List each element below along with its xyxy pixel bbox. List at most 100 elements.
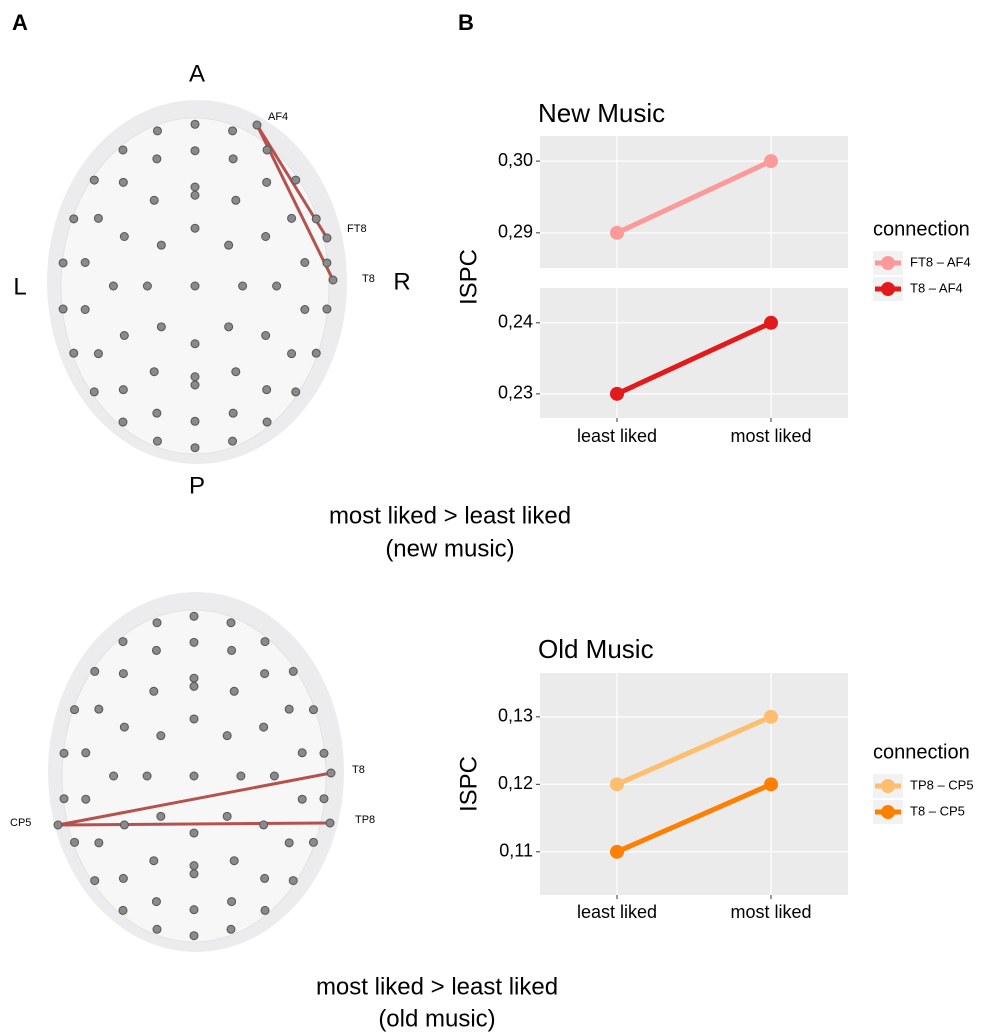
electrode <box>292 388 300 396</box>
electrode <box>228 898 236 906</box>
electrode <box>59 259 67 267</box>
electrode <box>91 877 99 885</box>
y-tick-label: 0,13 <box>498 706 533 726</box>
electrode <box>262 332 270 340</box>
electrode <box>237 772 245 780</box>
electrode-label: AF4 <box>268 111 288 123</box>
electrode <box>239 282 247 290</box>
electrode <box>223 732 231 740</box>
electrode <box>285 839 293 847</box>
legend-label: TP8 – CP5 <box>910 777 974 792</box>
electrode <box>301 259 309 267</box>
electrode <box>191 224 199 232</box>
electrode <box>81 305 89 313</box>
electrode <box>157 241 165 249</box>
caption: (new music) <box>385 535 514 562</box>
y-tick-label: 0,23 <box>498 383 533 403</box>
electrode <box>191 381 199 389</box>
electrode <box>54 821 62 829</box>
connection-line <box>58 823 330 825</box>
electrode <box>327 769 335 777</box>
electrode <box>288 214 296 222</box>
caption: most liked > least liked <box>316 973 558 1000</box>
data-point <box>764 777 778 791</box>
electrode <box>261 670 269 678</box>
electrode <box>253 121 261 129</box>
electrode <box>190 772 198 780</box>
electrode <box>262 233 270 241</box>
electrode <box>263 418 271 426</box>
legend-key-point <box>881 779 895 793</box>
legend-key-point <box>881 256 895 270</box>
electrode <box>191 444 199 452</box>
electrode <box>190 870 198 878</box>
y-axis-label: ISPC <box>455 756 482 812</box>
electrode <box>119 670 127 678</box>
x-tick-label: least liked <box>577 902 657 922</box>
panel-background <box>540 136 848 268</box>
legend-key-point <box>881 282 895 296</box>
electrode <box>323 305 331 313</box>
electrode <box>71 706 79 714</box>
electrode <box>298 749 306 757</box>
electrode <box>263 178 271 186</box>
electrode <box>263 386 271 394</box>
electrode <box>150 368 158 376</box>
electrode <box>227 619 235 627</box>
legend-title: connection <box>873 218 970 240</box>
electrode <box>153 155 161 163</box>
electrode <box>81 259 89 267</box>
electrode <box>153 409 161 417</box>
electrode <box>191 120 199 128</box>
electrode <box>232 368 240 376</box>
data-point <box>764 316 778 330</box>
electrode <box>82 749 90 757</box>
orientation-label: L <box>13 273 26 300</box>
electrode <box>157 732 165 740</box>
electrode <box>191 373 199 381</box>
electrode <box>119 638 127 646</box>
electrode <box>191 147 199 155</box>
electrode <box>191 282 199 290</box>
electrode <box>152 646 160 654</box>
electrode <box>229 437 237 445</box>
electrode <box>94 214 102 222</box>
electrode <box>119 178 127 186</box>
electrode <box>263 146 271 154</box>
electrode <box>109 282 117 290</box>
electrode <box>153 925 161 933</box>
electrode <box>223 812 231 820</box>
electrode <box>320 795 328 803</box>
electrode <box>309 838 317 846</box>
electrode <box>90 176 98 184</box>
electrode <box>120 821 128 829</box>
electrode <box>190 932 198 940</box>
electrode <box>190 682 198 690</box>
electrode <box>191 340 199 348</box>
electrode <box>153 619 161 627</box>
electrode <box>191 183 199 191</box>
electrode <box>59 305 67 313</box>
x-tick-label: most liked <box>730 426 811 446</box>
electrode <box>152 898 160 906</box>
electrode <box>228 646 236 654</box>
head-plot: A L R P AF4 FT8 T8 most liked > least li… <box>13 60 571 562</box>
data-point <box>610 226 624 240</box>
legend-title: connection <box>873 741 970 763</box>
chart-title: New Music <box>538 98 665 128</box>
data-point <box>610 777 624 791</box>
electrode-label: CP5 <box>10 817 31 829</box>
electrode <box>229 409 237 417</box>
electrode <box>157 812 165 820</box>
y-tick-label: 0,11 <box>499 841 533 861</box>
electrode <box>120 723 128 731</box>
electrode <box>273 282 281 290</box>
caption: (old music) <box>378 1005 495 1032</box>
electrode <box>288 350 296 358</box>
electrode <box>60 795 68 803</box>
electrode-label: TP8 <box>355 814 375 826</box>
panel-label: A <box>12 10 28 35</box>
electrode <box>225 323 233 331</box>
electrode <box>191 417 199 425</box>
electrode <box>119 146 127 154</box>
